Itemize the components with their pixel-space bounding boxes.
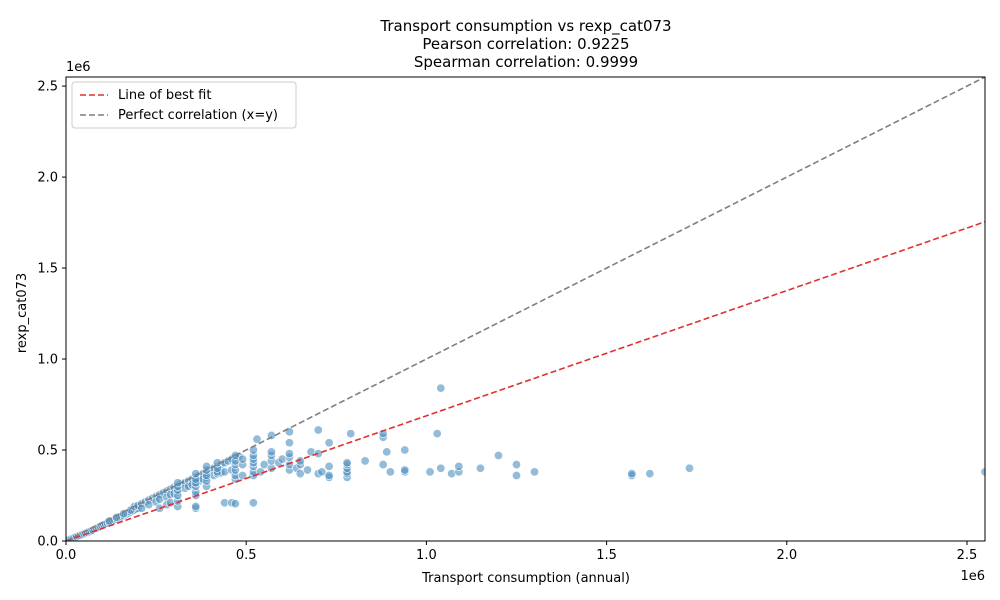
data-point — [382, 447, 392, 457]
data-point — [324, 461, 334, 471]
chart-title: Transport consumption vs rexp_cat073 Pea… — [379, 17, 671, 71]
x-tick-label: 0.0 — [56, 548, 77, 563]
data-point — [324, 438, 334, 448]
y-tick-label: 2.5 — [37, 80, 58, 95]
y-tick-label: 0.5 — [37, 444, 58, 459]
y-tick-label: 1.5 — [37, 262, 58, 277]
x-tick-label: 0.5 — [236, 548, 257, 563]
data-point — [400, 445, 410, 455]
legend-best-fit-label: Line of best fit — [118, 88, 211, 103]
x-tick-label: 2.5 — [957, 548, 978, 563]
data-point — [191, 501, 201, 511]
data-point — [511, 470, 521, 480]
data-point — [313, 425, 323, 435]
legend: Line of best fit Perfect correlation (x=… — [71, 81, 297, 129]
x-tick-label: 1.0 — [416, 548, 437, 563]
data-point — [259, 460, 269, 470]
chart-title-line-1: Transport consumption vs rexp_cat073 — [379, 17, 671, 36]
y-tick-label: 2.0 — [37, 171, 58, 186]
axes-frame — [65, 76, 986, 542]
data-point — [432, 429, 442, 439]
data-point — [475, 463, 485, 473]
x-tick-label: 2.0 — [776, 548, 797, 563]
x-axis-ticks: 0.0 0.5 1.0 1.5 2.0 2.5 — [56, 541, 978, 563]
data-point — [137, 503, 147, 513]
data-point — [230, 499, 240, 509]
x-axis-offset-text: 1e6 — [960, 569, 985, 584]
data-point — [360, 456, 370, 466]
data-point — [324, 470, 334, 480]
data-point — [342, 458, 352, 468]
data-point — [248, 498, 258, 508]
data-point — [436, 463, 446, 473]
data-point — [436, 383, 446, 393]
data-point — [493, 450, 503, 460]
data-point — [266, 447, 276, 457]
plot-area — [66, 77, 985, 541]
perfect-correlation-line — [66, 77, 985, 541]
data-point — [295, 469, 305, 479]
chart-title-line-2: Pearson correlation: 0.9225 — [422, 35, 629, 53]
data-point — [645, 469, 655, 479]
data-point — [627, 469, 637, 479]
y-tick-label: 0.0 — [37, 535, 58, 550]
data-point — [454, 461, 464, 471]
y-axis-ticks: 0.0 0.5 1.0 1.5 2.0 2.5 — [37, 80, 66, 550]
data-point — [238, 454, 248, 464]
data-point — [400, 465, 410, 475]
y-axis-label: rexp_cat073 — [15, 273, 30, 353]
data-point — [511, 460, 521, 470]
data-point — [284, 449, 294, 459]
y-axis-offset-text: 1e6 — [66, 60, 91, 75]
best-fit-line — [66, 221, 985, 541]
data-point — [385, 467, 395, 477]
legend-identity-label: Perfect correlation (x=y) — [118, 108, 278, 123]
points-layer — [66, 383, 985, 541]
legend-box — [71, 81, 297, 129]
data-point — [530, 467, 540, 477]
y-tick-label: 1.0 — [37, 353, 58, 368]
data-point — [238, 470, 248, 480]
data-point — [284, 438, 294, 448]
data-point — [302, 465, 312, 475]
data-point — [317, 467, 327, 477]
x-axis-label: Transport consumption (annual) — [421, 571, 630, 586]
data-point — [346, 429, 356, 439]
chart-title-line-3: Spearman correlation: 0.9999 — [414, 53, 638, 71]
x-tick-label: 1.5 — [596, 548, 617, 563]
data-point — [378, 460, 388, 470]
data-point — [684, 463, 694, 473]
data-point — [252, 434, 262, 444]
data-point — [425, 467, 435, 477]
